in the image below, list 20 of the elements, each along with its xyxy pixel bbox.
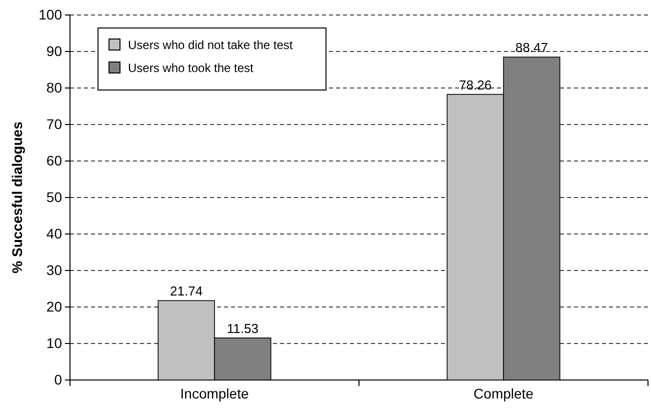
legend-label: Users who did not take the test <box>128 38 294 52</box>
y-tick-label: 60 <box>46 152 62 168</box>
legend-label: Users who took the test <box>128 61 254 75</box>
y-tick-label: 100 <box>38 6 62 22</box>
y-tick-label: 80 <box>46 79 62 96</box>
y-tick-label: 0 <box>54 371 62 388</box>
data-label: 11.53 <box>226 320 258 336</box>
data-label: 88.47 <box>515 40 548 56</box>
y-tick-label: 20 <box>46 298 62 314</box>
y-axis-title: % Succesful dialogues <box>9 121 25 274</box>
data-label: 21.74 <box>170 284 203 299</box>
y-tick-label: 70 <box>46 116 62 132</box>
y-tick-label: 10 <box>46 334 62 351</box>
y-tick-label: 40 <box>46 225 62 242</box>
y-tick-label: 90 <box>46 42 62 59</box>
x-tick-label: Incomplete <box>180 385 249 402</box>
x-tick-label: Complete <box>474 385 534 402</box>
y-tick-label: 30 <box>46 262 62 278</box>
data-label: 78.26 <box>459 77 492 92</box>
y-tick-label: 50 <box>46 188 62 205</box>
